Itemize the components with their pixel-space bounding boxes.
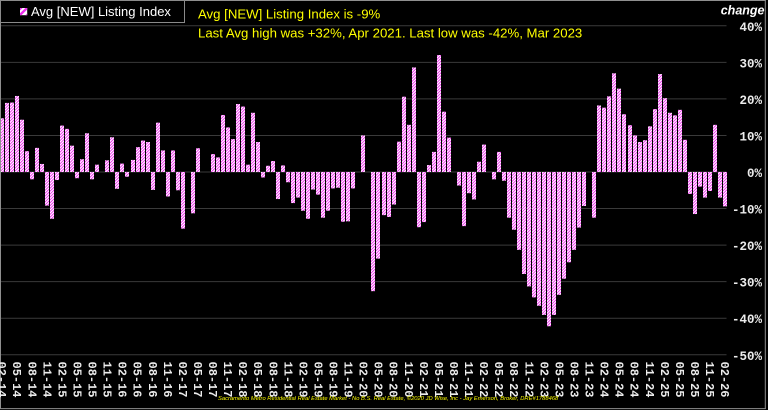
- svg-text:11-15: 11-15: [100, 362, 114, 398]
- svg-text:02-18: 02-18: [235, 362, 249, 398]
- svg-text:-10%: -10%: [732, 204, 763, 218]
- svg-text:02-17: 02-17: [175, 362, 189, 398]
- svg-text:05-15: 05-15: [70, 362, 84, 398]
- svg-text:05-22: 05-22: [491, 362, 505, 398]
- svg-text:08-25: 08-25: [687, 362, 701, 398]
- svg-text:-30%: -30%: [732, 277, 763, 291]
- svg-text:40%: 40%: [739, 21, 762, 35]
- svg-text:02-24: 02-24: [597, 362, 611, 398]
- svg-text:20%: 20%: [739, 94, 762, 108]
- svg-text:02-15: 02-15: [54, 362, 68, 398]
- svg-text:-50%: -50%: [732, 350, 763, 364]
- svg-text:02-22: 02-22: [476, 362, 490, 398]
- svg-text:0%: 0%: [747, 167, 763, 181]
- svg-text:11-21: 11-21: [461, 362, 475, 398]
- svg-text:10%: 10%: [739, 130, 762, 144]
- svg-text:30%: 30%: [739, 57, 762, 71]
- svg-text:11-19: 11-19: [341, 362, 355, 398]
- svg-text:11-23: 11-23: [582, 362, 596, 398]
- svg-text:08-14: 08-14: [24, 362, 38, 398]
- svg-text:08-20: 08-20: [386, 362, 400, 398]
- svg-text:05-17: 05-17: [190, 362, 204, 398]
- svg-text:05-19: 05-19: [310, 362, 324, 398]
- svg-text:02-26: 02-26: [717, 362, 731, 398]
- svg-text:08-24: 08-24: [627, 362, 641, 398]
- svg-text:05-23: 05-23: [551, 362, 565, 398]
- svg-text:-20%: -20%: [732, 240, 763, 254]
- svg-text:08-19: 08-19: [326, 362, 340, 398]
- svg-text:02-25: 02-25: [657, 362, 671, 398]
- svg-text:02-14: 02-14: [0, 362, 8, 398]
- svg-text:11-24: 11-24: [642, 362, 656, 398]
- svg-text:11-17: 11-17: [220, 362, 234, 398]
- svg-text:05-25: 05-25: [672, 362, 686, 398]
- svg-text:08-21: 08-21: [446, 362, 460, 398]
- svg-text:08-15: 08-15: [85, 362, 99, 398]
- svg-text:change: change: [721, 4, 765, 18]
- svg-text:08-16: 08-16: [145, 362, 159, 398]
- svg-text:08-17: 08-17: [205, 362, 219, 398]
- svg-text:Last Avg high was +32%, Apr 20: Last Avg high was +32%, Apr 2021. Last l…: [198, 26, 582, 41]
- svg-text:Avg [NEW] Listing Index: Avg [NEW] Listing Index: [31, 4, 171, 19]
- svg-text:-40%: -40%: [732, 313, 763, 327]
- svg-text:02-16: 02-16: [115, 362, 129, 398]
- svg-text:Sacramento Metro Residential R: Sacramento Metro Residential Real Estate…: [218, 395, 559, 402]
- svg-text:02-21: 02-21: [416, 362, 430, 398]
- svg-text:11-22: 11-22: [521, 362, 535, 398]
- svg-text:05-18: 05-18: [250, 362, 264, 398]
- svg-text:05-24: 05-24: [612, 362, 626, 398]
- svg-text:11-25: 11-25: [702, 362, 716, 398]
- svg-text:11-16: 11-16: [160, 362, 174, 398]
- svg-text:11-20: 11-20: [401, 362, 415, 398]
- svg-text:08-23: 08-23: [566, 362, 580, 398]
- svg-text:Avg [NEW] Listing Index is -9%: Avg [NEW] Listing Index is -9%: [198, 6, 381, 21]
- svg-text:05-14: 05-14: [9, 362, 23, 398]
- svg-text:05-21: 05-21: [431, 362, 445, 398]
- svg-text:05-20: 05-20: [371, 362, 385, 398]
- svg-text:02-19: 02-19: [295, 362, 309, 398]
- svg-text:05-16: 05-16: [130, 362, 144, 398]
- svg-text:08-18: 08-18: [265, 362, 279, 398]
- svg-text:02-20: 02-20: [356, 362, 370, 398]
- svg-text:11-14: 11-14: [39, 362, 53, 398]
- svg-text:11-18: 11-18: [280, 362, 294, 398]
- svg-text:02-23: 02-23: [536, 362, 550, 398]
- svg-text:08-22: 08-22: [506, 362, 520, 398]
